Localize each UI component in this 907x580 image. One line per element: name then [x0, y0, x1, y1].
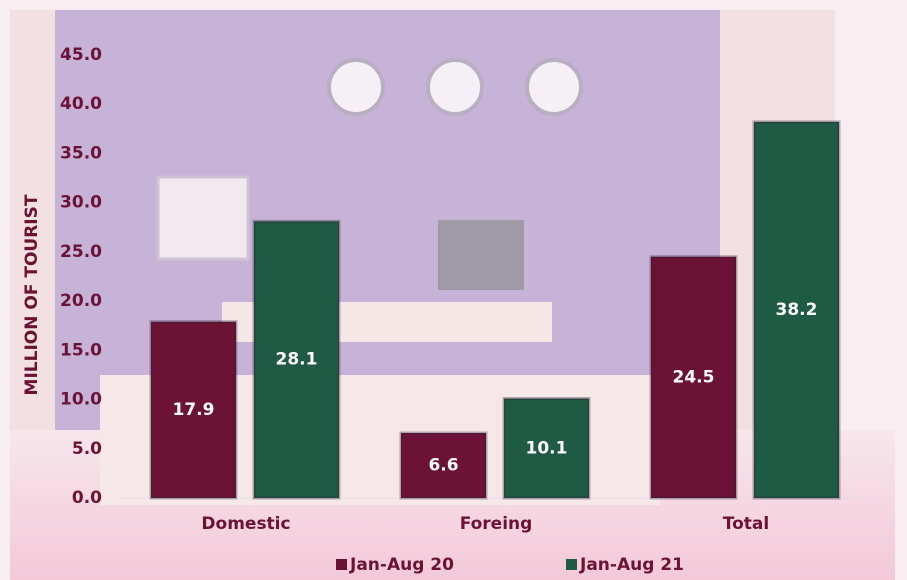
- y-tick-label: 0.0: [72, 488, 102, 508]
- bar: [252, 219, 341, 500]
- bar: [399, 431, 488, 500]
- x-tick-label: Domestic: [201, 514, 290, 534]
- y-tick-label: 40.0: [60, 94, 102, 114]
- legend-swatch: [566, 559, 577, 570]
- y-tick-label: 25.0: [60, 242, 102, 262]
- y-tick-label: 20.0: [60, 291, 102, 311]
- bar: [752, 120, 841, 500]
- y-tick-label: 35.0: [60, 143, 102, 163]
- y-tick-label: 45.0: [60, 45, 102, 65]
- y-tick-label: 5.0: [72, 439, 102, 459]
- y-tick-label: 15.0: [60, 340, 102, 360]
- bar: [649, 255, 738, 500]
- bar: [502, 397, 591, 500]
- bar: [149, 320, 238, 500]
- legend-label: Jan-Aug 20: [349, 555, 454, 575]
- y-axis-label: MILLION OF TOURIST: [22, 194, 42, 395]
- value-label: 28.1: [276, 350, 318, 370]
- x-tick-label: Foreing: [460, 514, 533, 534]
- y-tick-label: 30.0: [60, 193, 102, 213]
- value-label: 10.1: [526, 438, 568, 458]
- legend-swatch: [336, 559, 347, 570]
- value-label: 17.9: [173, 400, 215, 420]
- legend-label: Jan-Aug 21: [579, 555, 684, 575]
- y-tick-label: 10.0: [60, 390, 102, 410]
- x-tick-label: Total: [723, 514, 769, 534]
- value-label: 6.6: [428, 456, 458, 476]
- value-label: 24.5: [673, 367, 715, 387]
- value-label: 38.2: [776, 300, 818, 320]
